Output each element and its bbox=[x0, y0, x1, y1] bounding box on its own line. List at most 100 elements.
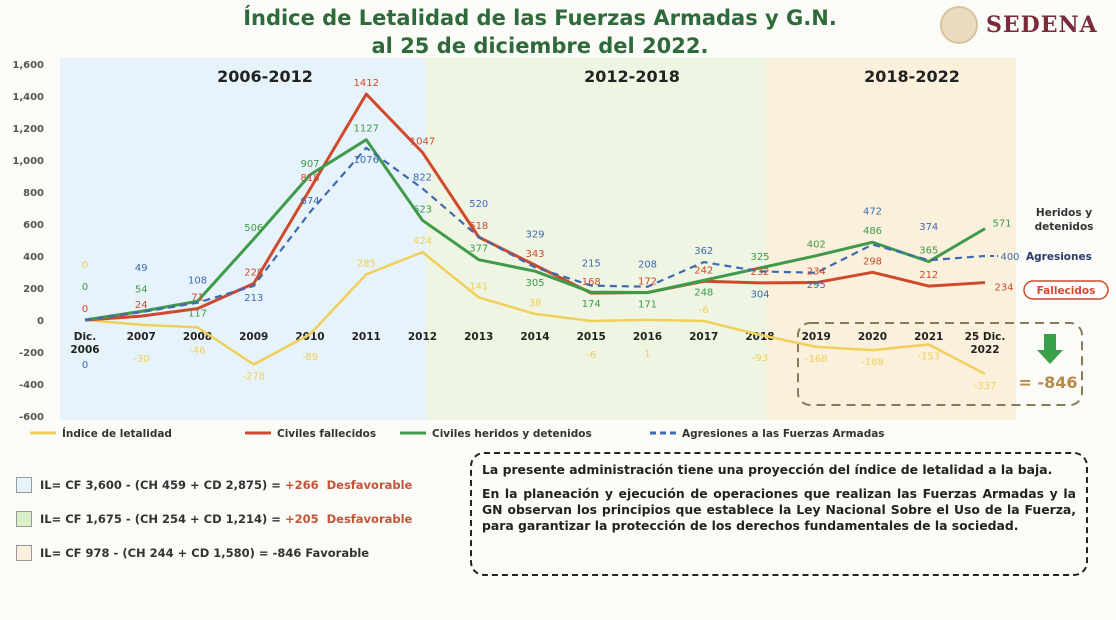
y-tick-label: -600 bbox=[19, 412, 44, 423]
data-label-heridos: 248 bbox=[694, 287, 713, 298]
legend-label-heridos: Civiles heridos y detenidos bbox=[432, 428, 592, 440]
data-label-indice: -30 bbox=[133, 354, 149, 365]
data-label-heridos: 623 bbox=[413, 204, 432, 215]
swatch-2006-2012 bbox=[16, 477, 32, 493]
data-label-heridos: 506 bbox=[244, 223, 263, 234]
total-value: = -846 bbox=[1018, 373, 1077, 392]
data-label-heridos: 377 bbox=[469, 244, 488, 255]
note-box: La presente administración tiene una pro… bbox=[470, 452, 1088, 576]
data-label-indice: -153 bbox=[917, 351, 940, 362]
data-label-agresiones: 1076 bbox=[354, 155, 379, 166]
data-label-fallecidos: 518 bbox=[469, 221, 488, 232]
data-label-agresiones: 329 bbox=[525, 229, 544, 240]
data-label-fallecidos: 1412 bbox=[354, 78, 379, 89]
data-label-heridos: 0 bbox=[82, 282, 88, 293]
down-arrow-icon bbox=[1037, 334, 1063, 364]
data-label-heridos: 305 bbox=[525, 278, 544, 289]
data-label-agresiones: 362 bbox=[694, 246, 713, 257]
period-label: 2006-2012 bbox=[217, 67, 313, 86]
data-label-fallecidos: 168 bbox=[582, 277, 601, 288]
sedena-logo: SEDENA bbox=[940, 6, 1098, 44]
formulas: IL= CF 3,600 - (CH 459 + CD 2,875) = +26… bbox=[16, 468, 412, 570]
end-value-fallecidos: 234 bbox=[994, 283, 1013, 294]
data-label-fallecidos: 0 bbox=[82, 304, 88, 315]
y-tick-label: 1,200 bbox=[12, 124, 44, 135]
x-tick-label: 2011 bbox=[352, 331, 381, 343]
data-label-fallecidos: 343 bbox=[525, 249, 544, 260]
series-line-fallecidos bbox=[84, 92, 986, 322]
x-tick-label: 2020 bbox=[858, 331, 887, 343]
page-title: Índice de Letalidad de las Fuerzas Armad… bbox=[180, 4, 900, 60]
title-line-2: al 25 de diciembre del 2022. bbox=[371, 34, 709, 58]
data-label-indice: -93 bbox=[752, 353, 768, 364]
x-tick-label: 2012 bbox=[408, 331, 437, 343]
data-label-fallecidos: 228 bbox=[244, 268, 263, 279]
swatch-2012-2018 bbox=[16, 511, 32, 527]
x-tick-label: 2016 bbox=[633, 331, 662, 343]
y-tick-label: 1,400 bbox=[12, 92, 44, 103]
data-label-agresiones: 295 bbox=[807, 280, 826, 291]
data-label-indice: 0 bbox=[82, 260, 88, 271]
data-label-heridos: 174 bbox=[582, 299, 601, 310]
note-paragraph-1: La presente administración tiene una pro… bbox=[482, 462, 1053, 477]
data-label-agresiones: 49 bbox=[135, 263, 148, 274]
data-label-indice: -6 bbox=[699, 305, 709, 316]
x-tick-label: 2014 bbox=[520, 331, 549, 343]
x-tick-label: 2021 bbox=[914, 331, 943, 343]
data-label-fallecidos: 298 bbox=[863, 256, 882, 267]
data-label-heridos: 486 bbox=[863, 226, 882, 237]
data-label-heridos: 171 bbox=[638, 300, 657, 311]
y-tick-label: 200 bbox=[23, 284, 44, 295]
data-label-indice: 1 bbox=[644, 349, 650, 360]
end-label-heridos: detenidos bbox=[1035, 221, 1094, 233]
data-label-indice: -337 bbox=[974, 381, 997, 392]
formula-verdict: Desfavorable bbox=[326, 512, 413, 526]
data-label-agresiones: 472 bbox=[863, 206, 882, 217]
data-label-agresiones: 520 bbox=[469, 199, 488, 210]
data-label-fallecidos: 234 bbox=[807, 267, 826, 278]
formula-result: +266 bbox=[284, 478, 319, 492]
end-label-heridos: Heridos y bbox=[1036, 207, 1092, 219]
data-label-indice: -188 bbox=[861, 357, 884, 368]
data-label-heridos: 117 bbox=[188, 308, 207, 319]
data-label-indice: 424 bbox=[413, 236, 432, 247]
data-label-agresiones: 822 bbox=[413, 172, 432, 183]
data-label-heridos: 365 bbox=[919, 246, 938, 257]
series-line-indice bbox=[84, 250, 986, 376]
data-label-indice: -89 bbox=[302, 352, 318, 363]
formula-text: IL= CF 1,675 - (CH 254 + CD 1,214) = bbox=[40, 512, 281, 526]
data-label-fallecidos: 818 bbox=[300, 173, 319, 184]
legend-label-indice: Índice de letalidad bbox=[62, 427, 172, 440]
period-label: 2012-2018 bbox=[584, 67, 680, 86]
formula-2018-2022: IL= CF 978 - (CH 244 + CD 1,580) = -846 … bbox=[16, 536, 412, 570]
end-value-heridos: 571 bbox=[992, 219, 1011, 230]
period-bg-2018-2022 bbox=[766, 58, 1016, 420]
data-label-indice: -46 bbox=[189, 345, 205, 356]
data-label-heridos: 1127 bbox=[354, 124, 379, 135]
x-tick-label: 2006 bbox=[70, 344, 99, 356]
formula-2006-2012: IL= CF 3,600 - (CH 459 + CD 2,875) = +26… bbox=[16, 468, 412, 502]
x-tick-label: 2015 bbox=[577, 331, 606, 343]
period-bg-2012-2018 bbox=[426, 58, 766, 420]
data-label-heridos: 325 bbox=[750, 252, 769, 263]
x-tick-label: 2022 bbox=[970, 344, 999, 356]
formula-text: IL= CF 978 - (CH 244 + CD 1,580) = bbox=[40, 546, 269, 560]
fallecidos-badge bbox=[1023, 280, 1109, 300]
y-tick-label: 1,600 bbox=[12, 60, 44, 71]
y-tick-label: 800 bbox=[23, 188, 44, 199]
data-label-fallecidos: 212 bbox=[919, 270, 938, 281]
x-tick-label: 2019 bbox=[802, 331, 831, 343]
data-label-fallecidos: 232 bbox=[750, 267, 769, 278]
y-tick-label: 0 bbox=[37, 316, 44, 327]
data-label-agresiones: 213 bbox=[244, 293, 263, 304]
data-label-fallecidos: 242 bbox=[694, 265, 713, 276]
logo-text: SEDENA bbox=[986, 12, 1098, 38]
data-label-agresiones: 374 bbox=[919, 222, 938, 233]
x-tick-label: Dic. bbox=[74, 331, 97, 343]
data-label-indice: 38 bbox=[529, 298, 542, 309]
x-tick-label: 2013 bbox=[464, 331, 493, 343]
end-label-fallecidos: Fallecidos bbox=[1037, 285, 1096, 297]
data-label-indice: -278 bbox=[242, 371, 265, 382]
data-label-agresiones: 208 bbox=[638, 260, 657, 271]
formula-result: +205 bbox=[284, 512, 319, 526]
